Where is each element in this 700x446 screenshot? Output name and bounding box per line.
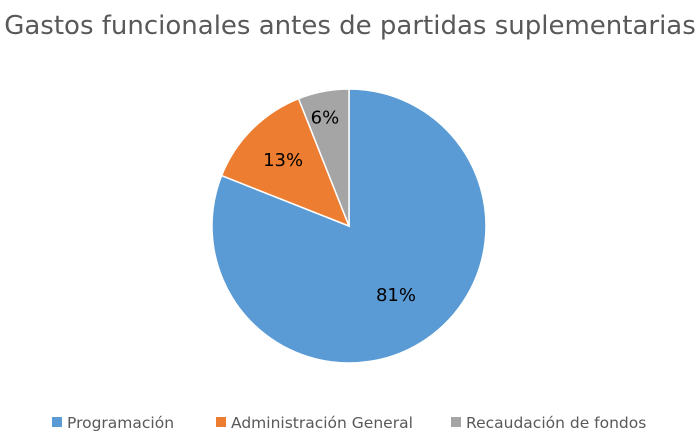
- legend-swatch-3: [451, 417, 461, 427]
- data-label-3: 6%: [311, 108, 340, 129]
- legend: Programación Administración General Recaud…: [52, 414, 646, 432]
- data-labels: 81% 13% 6%: [263, 108, 416, 306]
- data-label-2: 13%: [263, 150, 303, 171]
- legend-swatch-2: [216, 417, 226, 427]
- legend-swatch-1: [52, 417, 62, 427]
- data-label-1: 81%: [376, 285, 416, 306]
- legend-label-3: Recaudación de fondos: [466, 414, 646, 432]
- legend-label-2: Administración General: [231, 414, 413, 432]
- pie-slice-2: [220, 97, 351, 228]
- pie-slices: [211, 88, 487, 364]
- legend-label-1: Programación: [67, 414, 174, 432]
- chart-title: Gastos funcionales antes de partidas sup…: [4, 11, 696, 41]
- pie-slice-3: [297, 88, 350, 227]
